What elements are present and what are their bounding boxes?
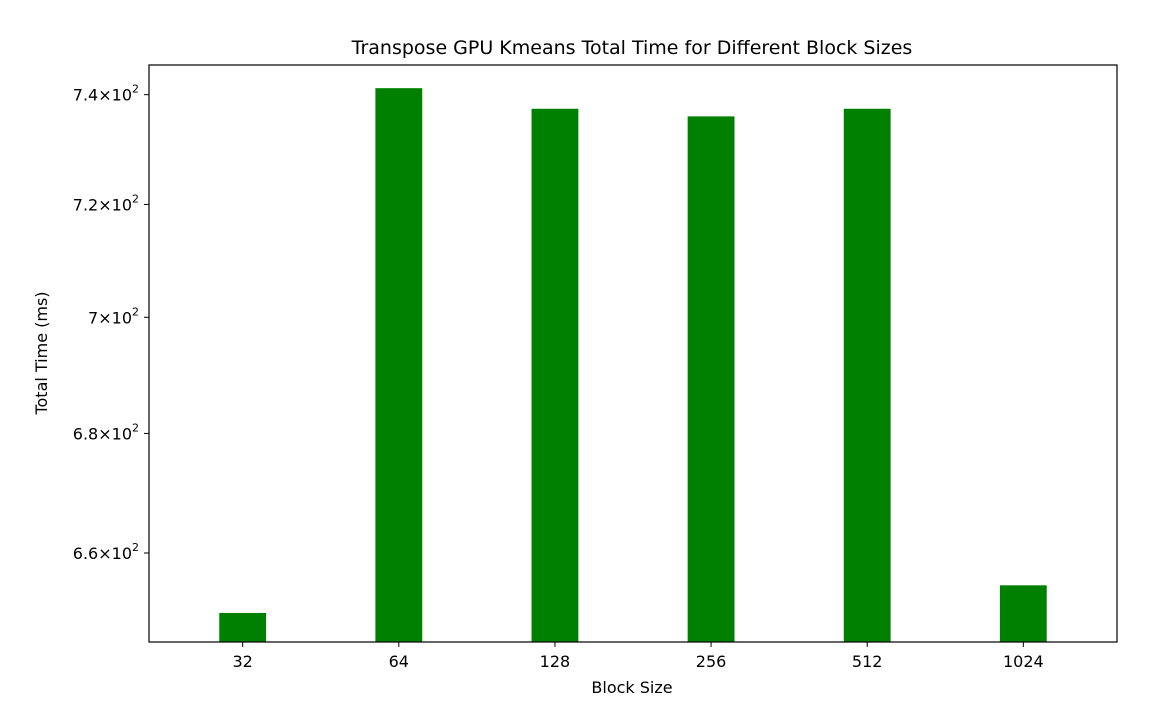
bar-512 <box>843 108 891 642</box>
x-tick-label: 256 <box>696 652 727 671</box>
y-tick-times: × <box>98 86 111 105</box>
y-tick-mantissa: 6.8 <box>73 424 98 443</box>
y-tick-mantissa: 7.4 <box>73 86 98 105</box>
y-tick-exponent: 2 <box>132 83 139 96</box>
y-tick-label: 6.6×102 <box>73 541 139 563</box>
y-tick-base: 10 <box>112 308 132 327</box>
bar-128 <box>531 108 579 642</box>
y-tick-exponent: 2 <box>132 305 139 318</box>
y-tick-label: 7.4×102 <box>73 83 139 105</box>
x-tick-label: 1024 <box>1003 652 1044 671</box>
y-tick-base: 10 <box>112 195 132 214</box>
y-tick-times: × <box>98 195 111 214</box>
y-tick-base: 10 <box>112 86 132 105</box>
y-tick-exponent: 2 <box>132 421 139 434</box>
y-tick-times: × <box>98 308 111 327</box>
x-tick-label: 128 <box>540 652 571 671</box>
bars-layer <box>219 88 1047 643</box>
x-axis-ticks: 32 64 128 256 512 1024 <box>232 642 1044 671</box>
bar-256 <box>687 116 735 642</box>
y-tick-mantissa: 6.6 <box>73 544 98 563</box>
y-tick-label: 6.8×102 <box>73 421 139 443</box>
y-tick-label: 7×102 <box>88 305 139 327</box>
y-axis-label: Total Time (ms) <box>32 291 51 415</box>
y-tick-mantissa: 7 <box>88 308 98 327</box>
bar-64 <box>375 88 423 643</box>
y-tick-exponent: 2 <box>132 541 139 554</box>
y-tick-base: 10 <box>112 544 132 563</box>
y-tick-label: 7.2×102 <box>73 192 139 214</box>
plot-frame <box>148 64 1118 643</box>
y-tick-times: × <box>98 544 111 563</box>
bar-1024 <box>999 585 1047 642</box>
y-tick-exponent: 2 <box>132 192 139 205</box>
y-tick-mantissa: 7.2 <box>73 195 98 214</box>
x-tick-label: 64 <box>389 652 409 671</box>
bar-32 <box>219 612 267 642</box>
y-tick-times: × <box>98 424 111 443</box>
chart-title: Transpose GPU Kmeans Total Time for Diff… <box>351 37 913 59</box>
x-tick-label: 512 <box>852 652 883 671</box>
x-axis-label: Block Size <box>591 678 672 697</box>
x-tick-label: 32 <box>232 652 252 671</box>
y-tick-base: 10 <box>112 424 132 443</box>
